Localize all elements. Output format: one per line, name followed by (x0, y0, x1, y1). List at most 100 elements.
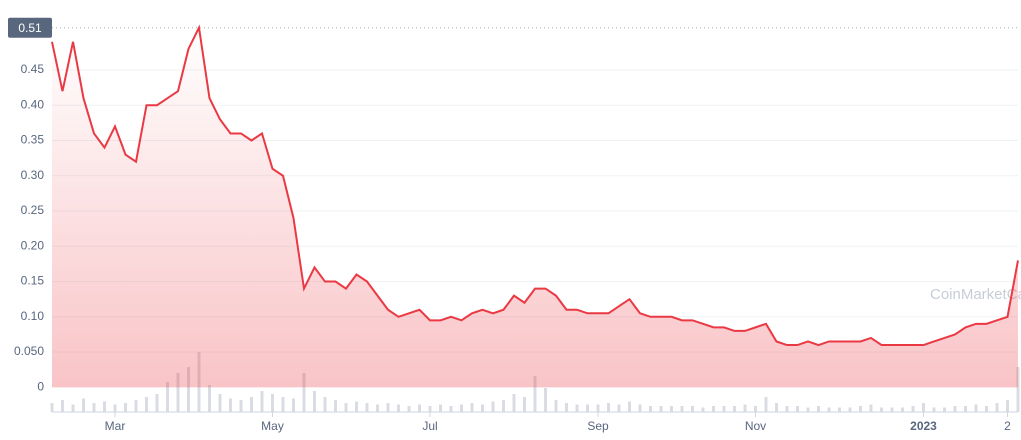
volume-bar (103, 401, 106, 412)
volume-bar (932, 407, 936, 412)
volume-bar (880, 407, 883, 412)
y-tick-label: 0.15 (21, 274, 45, 288)
volume-bar (806, 407, 810, 412)
volume-bar (607, 403, 610, 412)
volume-bar (428, 406, 432, 412)
volume-bar (124, 403, 127, 412)
volume-bar (50, 403, 54, 412)
volume-bar (61, 400, 64, 412)
volume-bar (113, 404, 117, 412)
volume-bar (470, 403, 474, 412)
volume-bar (838, 407, 841, 412)
volume-bar (449, 406, 453, 412)
volume-bar (344, 403, 348, 412)
watermark: CoinMarketCap (930, 286, 1021, 303)
volume-bar (365, 403, 369, 412)
volume-bar (260, 391, 264, 412)
volume-bar (281, 397, 285, 412)
volume-bar (565, 403, 568, 412)
volume-bar (554, 400, 558, 412)
volume-bar (617, 404, 621, 412)
volume-bar (460, 404, 463, 412)
volume-bar (187, 367, 190, 412)
y-tick-label: 0.40 (21, 97, 45, 111)
volume-bar (848, 407, 852, 412)
x-tick-label: Sep (587, 419, 609, 433)
volume-bar (701, 407, 705, 412)
volume-bar (302, 373, 306, 412)
x-tick-label: Nov (745, 419, 766, 433)
volume-bar (764, 397, 768, 412)
volume-bar (166, 382, 169, 412)
volume-bar (239, 400, 243, 412)
volume-bar (974, 404, 978, 412)
volume-bar (859, 406, 862, 412)
y-tick-label: 0.10 (21, 309, 45, 323)
volume-bar (71, 404, 75, 412)
volume-bar (313, 391, 316, 412)
volume-bar (743, 404, 747, 412)
volume-bar (712, 406, 715, 412)
volume-bar (754, 406, 757, 412)
volume-bar (292, 398, 295, 412)
y-tick-label: 0.25 (21, 203, 45, 217)
volume-bar (649, 406, 652, 412)
volume-bar (218, 394, 222, 412)
volume-bar (680, 406, 684, 412)
volume-bar (533, 376, 537, 412)
volume-bar (407, 406, 411, 412)
volume-bar (134, 400, 138, 412)
volume-bar (775, 403, 778, 412)
volume-bar (176, 373, 180, 412)
volume-bar (911, 406, 915, 412)
volume-bar (796, 406, 799, 412)
volume-bar (502, 400, 505, 412)
volume-bar (397, 404, 400, 412)
volume-bar (481, 404, 484, 412)
volume-bar (596, 404, 600, 412)
volume-bar (985, 406, 988, 412)
volume-bar (229, 398, 232, 412)
y-tick-label: 0.45 (21, 62, 45, 76)
volume-bar (670, 406, 673, 412)
area (52, 27, 1018, 388)
price-box (8, 17, 52, 38)
volume-bar (733, 406, 736, 412)
volume-bar (523, 397, 526, 412)
volume-bar (334, 400, 337, 412)
x-tick-label: Jul (422, 419, 437, 433)
volume-bar (995, 403, 999, 412)
volume-bar (817, 406, 820, 412)
volume-bar (827, 407, 831, 412)
volume-bar (323, 397, 327, 412)
volume-bar (869, 404, 873, 412)
y-tick-label: 0.30 (21, 168, 45, 182)
volume-bar (250, 397, 253, 412)
volume-bar (376, 404, 379, 412)
volume-bar (943, 407, 946, 412)
x-tick-label: May (261, 419, 284, 433)
volume-bar (638, 404, 642, 412)
volume-bar (575, 404, 579, 412)
y-tick-label: 0.20 (21, 238, 45, 252)
volume-bar (722, 406, 726, 412)
volume-bar (355, 401, 358, 412)
volume-bar (386, 403, 390, 412)
volume-bar (1006, 400, 1009, 412)
y-tick-label: 0.050 (14, 344, 44, 358)
price-line-series (51, 24, 1019, 347)
volume-bar (1016, 367, 1020, 412)
volume-bar (491, 401, 495, 412)
volume-bar (145, 397, 148, 412)
volume-bar (271, 394, 274, 412)
volume-bar (659, 406, 663, 412)
price-label: 0.51 (18, 21, 42, 35)
volume-bar (512, 394, 516, 412)
volume-bar (155, 394, 159, 412)
volume-bar (544, 388, 547, 412)
volume-bar (890, 407, 894, 412)
volume-bar (953, 406, 957, 412)
volume-bar (922, 403, 925, 412)
volume-bar (439, 404, 442, 412)
